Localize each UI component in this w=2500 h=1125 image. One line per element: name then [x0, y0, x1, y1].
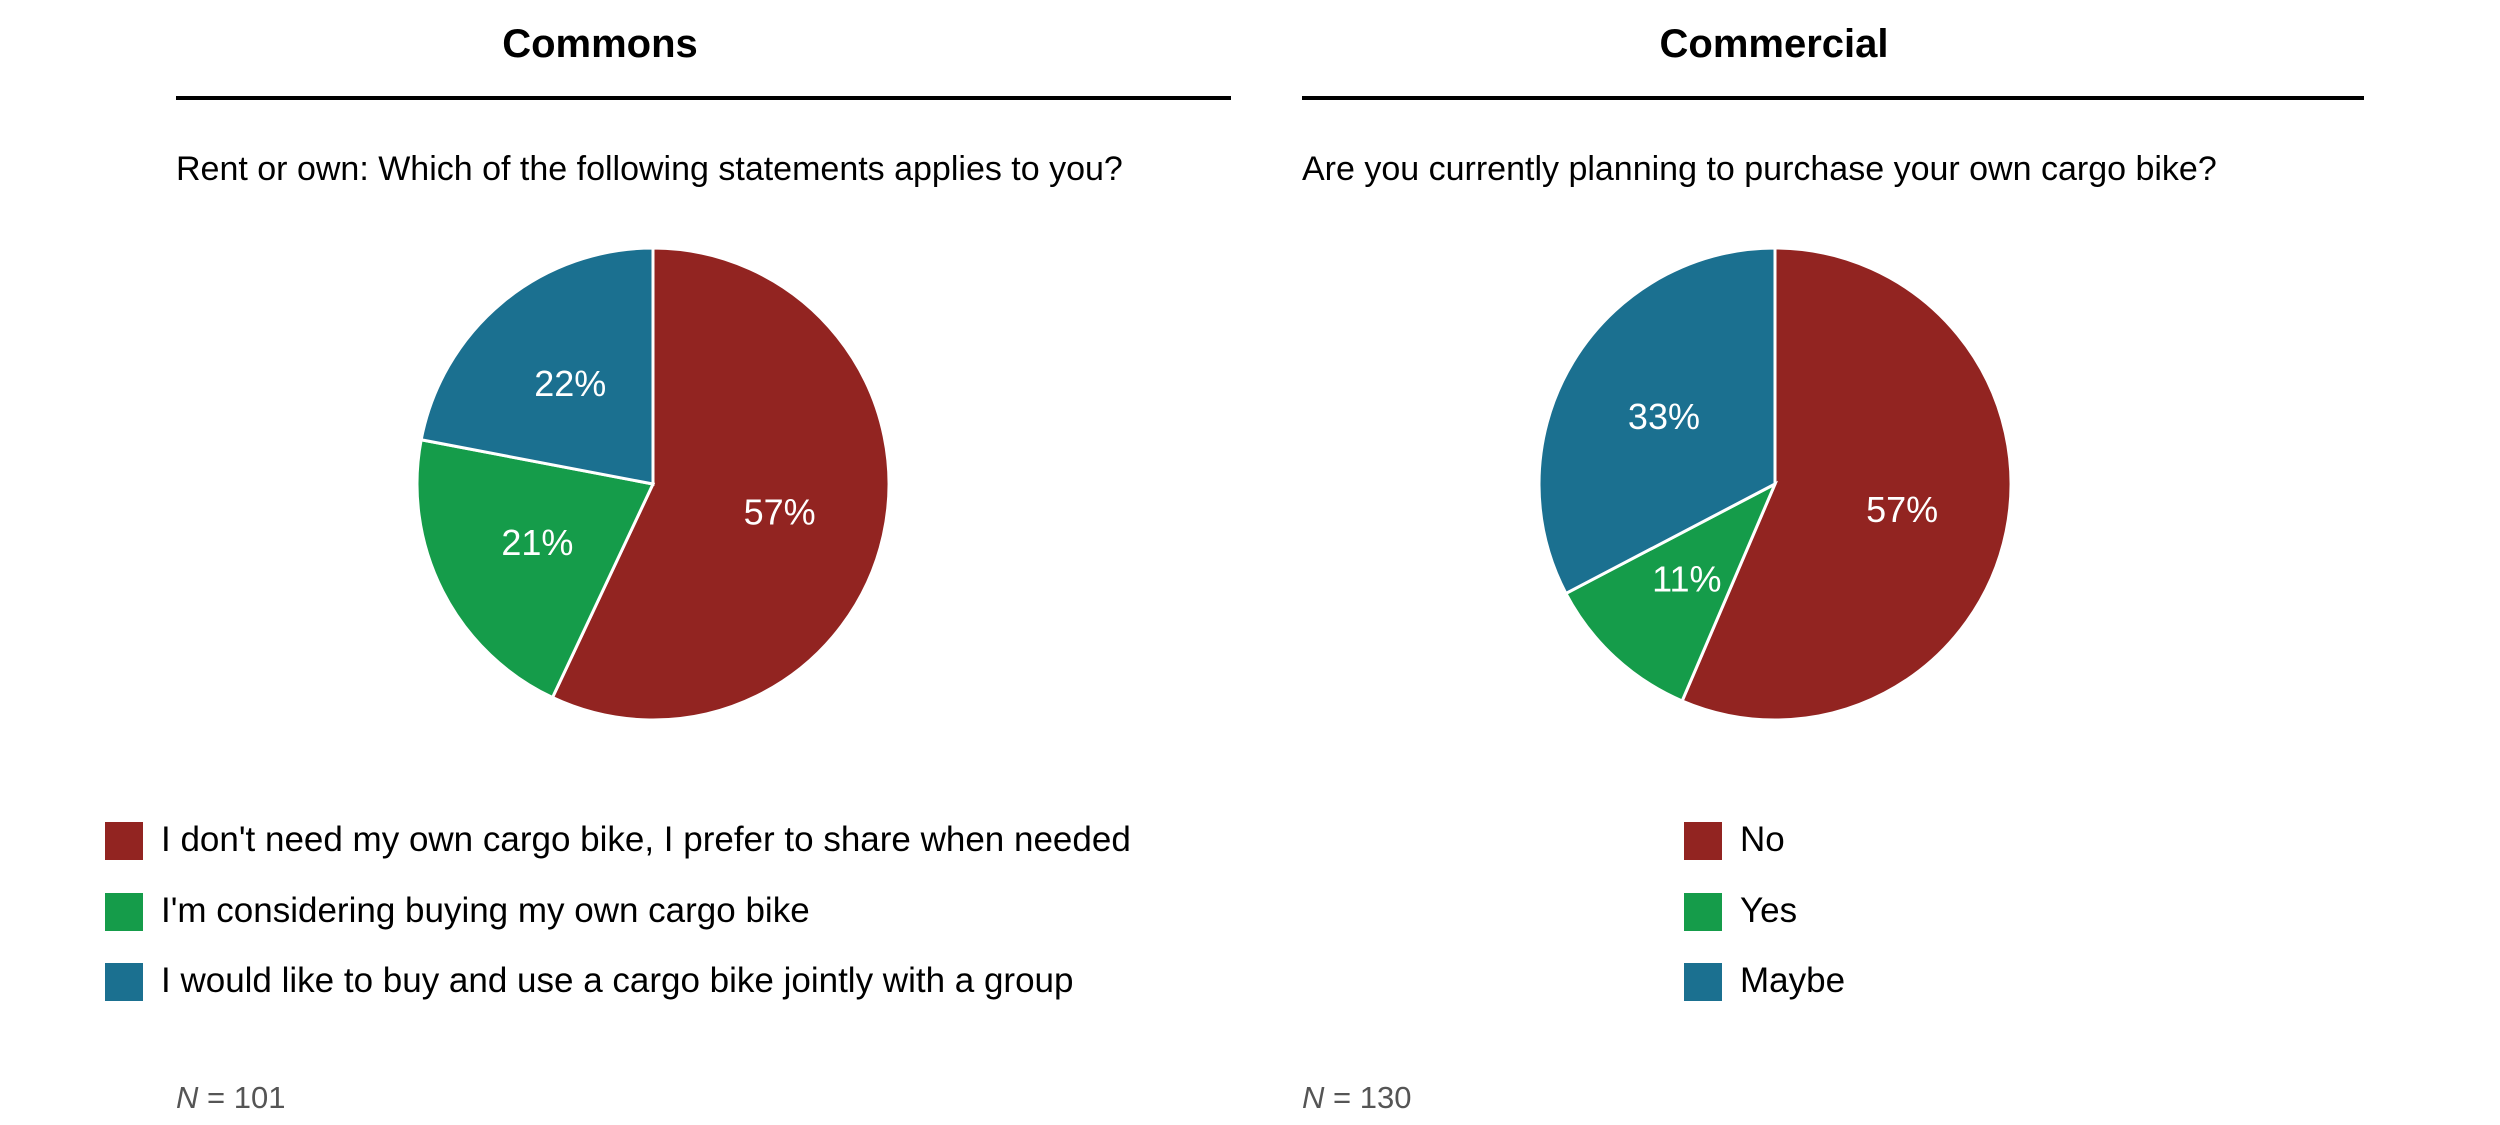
- slice-label: 21%: [501, 522, 573, 563]
- sample-size-symbol: N: [1302, 1080, 1325, 1115]
- legend-swatch: [105, 822, 143, 860]
- commercial-panel: Commercial Are you currently planning to…: [1224, 0, 2364, 1125]
- title-underline: [1302, 96, 2364, 100]
- pie-slice: [1537, 246, 1777, 596]
- legend-label: I'm considering buying my own cargo bike: [161, 891, 810, 930]
- pie-slice: [419, 246, 655, 486]
- pie-slice: [550, 246, 891, 722]
- panel-title: Commercial: [1659, 22, 1889, 66]
- legend-swatch: [105, 963, 143, 1001]
- slice-label: 22%: [534, 363, 606, 404]
- legend-swatch: [1684, 963, 1722, 1001]
- sample-size-symbol: N: [176, 1080, 199, 1115]
- legend-label: I would like to buy and use a cargo bike…: [161, 961, 1074, 1000]
- slice-label: 11%: [1652, 558, 1721, 599]
- pie-slice: [1563, 480, 1779, 703]
- question-text: Are you currently planning to purchase y…: [1302, 150, 2217, 188]
- slice-label: 57%: [1866, 489, 1938, 530]
- legend-label: Yes: [1740, 891, 1798, 930]
- legend-label: Maybe: [1740, 961, 1846, 1000]
- pie-chart-commercial: 57% 11% 33%: [1537, 246, 2013, 722]
- pie-chart-commons: 57% 21% 22%: [415, 246, 891, 722]
- sample-size-value: = 101: [207, 1080, 286, 1115]
- legend-swatch: [1684, 822, 1722, 860]
- legend-label: I don't need my own cargo bike, I prefer…: [161, 820, 1131, 859]
- legend-swatch: [1684, 893, 1722, 931]
- legend-label: No: [1740, 820, 1785, 859]
- sample-size: N = 130: [1302, 1080, 1411, 1116]
- commons-panel: Commons Rent or own: Which of the follow…: [100, 0, 1231, 1125]
- panel-title: Commons: [502, 22, 698, 66]
- title-underline: [176, 96, 1231, 100]
- sample-size-value: = 130: [1333, 1080, 1412, 1115]
- slice-label: 57%: [744, 491, 816, 532]
- slice-label: 33%: [1628, 396, 1700, 437]
- question-text: Rent or own: Which of the following stat…: [176, 150, 1123, 188]
- sample-size: N = 101: [176, 1080, 285, 1116]
- legend-swatch: [105, 893, 143, 931]
- pie-slice: [1680, 246, 2013, 722]
- pie-slice: [415, 438, 656, 700]
